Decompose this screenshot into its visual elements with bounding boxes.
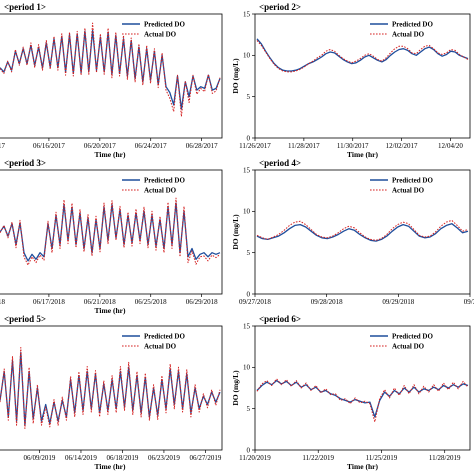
series-line-actual [256, 219, 469, 241]
y-tick-label: 5 [247, 405, 251, 413]
x-tick-label: 06/21/2018 [84, 298, 116, 306]
panel-title: <period 3> [4, 158, 46, 168]
legend-label: Predicted DO [144, 21, 185, 29]
legend-label: Actual DO [144, 187, 177, 195]
panel-title: <period 1> [4, 2, 46, 12]
series-line-predicted [256, 223, 469, 242]
x-tick-label: 06/18/2019 [106, 454, 138, 462]
x-tick-label: 11/20/2019 [239, 454, 271, 462]
x-tick-label: 06/25/2018 [135, 298, 167, 306]
y-axis-label: DO (mg/L) [231, 214, 240, 250]
panel-title: <period 5> [4, 314, 46, 324]
plot-frame [0, 325, 223, 451]
y-tick-label: 10 [243, 52, 251, 60]
y-tick-label: 0 [247, 446, 251, 454]
x-tick-label: 09/27/2018 [239, 298, 271, 306]
plot-frame [254, 13, 471, 139]
plot-frame [0, 169, 223, 295]
x-axis-label: Time (hr) [347, 150, 378, 159]
y-tick-label: 10 [243, 208, 251, 216]
y-tick-label: 0 [247, 134, 251, 142]
series-line-actual [0, 347, 221, 429]
x-tick-label: 06/29/2018 [186, 298, 218, 306]
panel-title: <period 2> [259, 2, 301, 12]
x-tick-label: 06/14/2019 [65, 454, 97, 462]
series-line-actual [0, 22, 221, 117]
x-tick-label: 2017 [0, 142, 6, 150]
x-tick-label: 11/26/2017 [239, 142, 271, 150]
y-tick-label: 15 [243, 10, 251, 18]
x-tick-label: 06/16/2017 [33, 142, 65, 150]
panel-4: <period 4> 0 5 10 15 DO (mg/L) 09/27/2018 09/28… [231, 158, 474, 306]
legend-label: Predicted DO [144, 177, 185, 185]
series-line-actual [256, 378, 469, 423]
y-tick-label: 0 [247, 290, 251, 298]
series-line-actual [0, 197, 221, 266]
y-tick-label: 15 [243, 322, 251, 330]
x-tick-label: 06/23/2019 [148, 454, 180, 462]
plot-frame [254, 169, 471, 295]
x-tick-label: 11/25/2019 [366, 454, 398, 462]
legend-label: Actual DO [144, 343, 177, 351]
x-tick-label: 06/09/2019 [24, 454, 56, 462]
y-tick-label: 15 [243, 166, 251, 174]
x-tick-label: 11/28/2017 [288, 142, 320, 150]
y-axis-label: DO (mg/L) [231, 370, 240, 406]
panel-3: <period 3> 2018 06/17/2018 06/21/2018 06/25/… [0, 158, 223, 315]
legend-label: Predicted DO [392, 21, 433, 29]
panel-1: <period 1> 2017 06/16/2017 06/20/2017 06/24/… [0, 2, 223, 159]
series-line-actual [256, 40, 469, 73]
series-line-predicted [256, 379, 469, 418]
x-tick-label: 11/30/2017 [337, 142, 369, 150]
x-tick-label: 12/04/20 [438, 142, 463, 150]
x-tick-label: 2018 [0, 298, 6, 306]
y-axis-label: DO (mg/L) [231, 58, 240, 94]
legend-label: Actual DO [392, 343, 425, 351]
plot-frame [0, 13, 223, 139]
x-tick-label: 12/02/2017 [386, 142, 418, 150]
legend-label: Actual DO [144, 31, 177, 39]
legend-label: Predicted DO [392, 333, 433, 341]
x-tick-label: 06/17/2018 [33, 298, 65, 306]
panel-title: <period 6> [259, 314, 301, 324]
x-tick-label: 09/3 [464, 298, 474, 306]
panel-title: <period 4> [259, 158, 301, 168]
legend-label: Predicted DO [392, 177, 433, 185]
x-axis-label: Time (hr) [95, 306, 126, 315]
x-tick-label: 11/22/2019 [302, 454, 334, 462]
y-tick-label: 5 [247, 93, 251, 101]
series-line-predicted [0, 29, 221, 110]
series-line-predicted [0, 351, 221, 426]
y-tick-label: 5 [247, 249, 251, 257]
x-tick-label: 09/29/2018 [382, 298, 414, 306]
series-line-predicted [256, 38, 469, 72]
plot-frame [254, 325, 471, 451]
series-line-predicted [0, 202, 221, 262]
x-tick-label: 06/24/2017 [135, 142, 167, 150]
x-axis-label: Time (hr) [347, 462, 378, 471]
panel-2: <period 2> 0 5 10 15 DO (mg/L) 11/26/2017 11/28… [231, 2, 471, 159]
x-tick-label: 09/28/2018 [311, 298, 343, 306]
x-tick-label: 06/27/2019 [189, 454, 221, 462]
x-tick-label: 11/28/2019 [429, 454, 461, 462]
x-axis-label: Time (hr) [95, 150, 126, 159]
y-tick-label: 10 [243, 364, 251, 372]
x-tick-label: 06/20/2017 [84, 142, 116, 150]
x-axis-label: Time (hr) [95, 462, 126, 471]
legend-label: Predicted DO [144, 333, 185, 341]
x-tick-label: 06/28/2017 [186, 142, 218, 150]
panel-5: <period 5>906/09/201906/14/201906/18/201… [0, 314, 223, 471]
legend-label: Actual DO [392, 187, 425, 195]
legend-label: Actual DO [392, 31, 425, 39]
panel-6: <period 6> 0 5 10 15 DO (mg/L) 11/20/2019 11/22… [231, 314, 471, 471]
